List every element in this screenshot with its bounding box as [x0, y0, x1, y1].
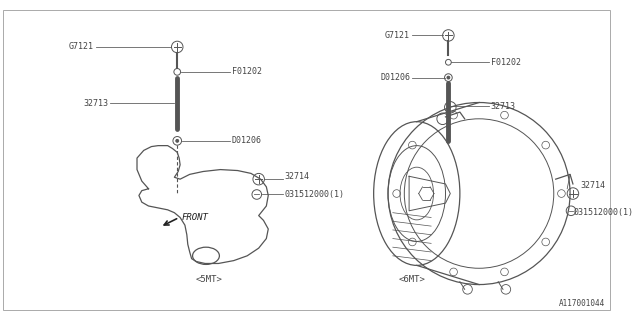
- Text: 031512000(1): 031512000(1): [574, 208, 634, 217]
- Circle shape: [447, 76, 450, 79]
- Text: FRONT: FRONT: [182, 213, 209, 222]
- Text: 32713: 32713: [490, 102, 516, 111]
- Text: 32714: 32714: [580, 181, 605, 190]
- Text: G7121: G7121: [385, 31, 410, 40]
- Text: 031512000(1): 031512000(1): [285, 190, 344, 199]
- Text: A117001044: A117001044: [559, 299, 605, 308]
- Text: <5MT>: <5MT>: [195, 275, 222, 284]
- Text: 32713: 32713: [83, 99, 108, 108]
- Circle shape: [176, 140, 179, 142]
- Text: 32714: 32714: [285, 172, 310, 181]
- Text: <6MT>: <6MT>: [399, 275, 426, 284]
- Text: G7121: G7121: [69, 43, 94, 52]
- Text: D01206: D01206: [380, 73, 410, 82]
- Text: D01206: D01206: [232, 136, 262, 145]
- Text: F01202: F01202: [490, 58, 520, 67]
- Text: F01202: F01202: [232, 67, 262, 76]
